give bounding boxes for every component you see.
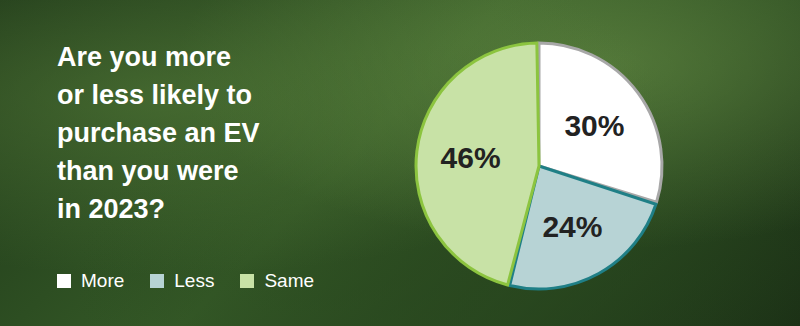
html-text:More: More (81, 270, 125, 291)
svg-text:30%: 30% (564, 109, 624, 142)
html-text:Less: Less (174, 270, 215, 291)
svg-text:46%: 46% (441, 141, 501, 174)
svg-text:24%: 24% (542, 210, 602, 243)
html-text:Are you more or less likely to: Are you more or less likely to purchase … (57, 42, 260, 224)
html-text:Same: Same (264, 270, 315, 291)
